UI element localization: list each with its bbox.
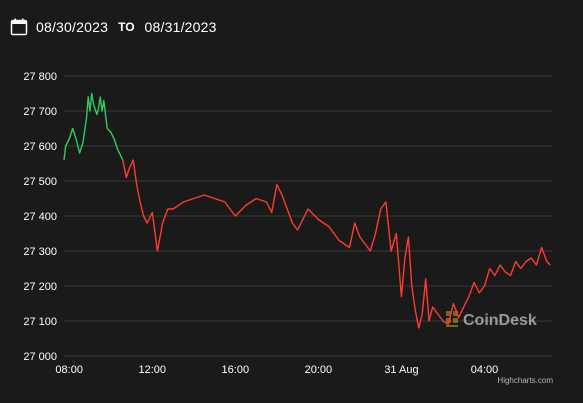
y-tick-label: 27 500 [23,176,57,188]
x-tick-label: 20:00 [305,364,333,376]
coindesk-watermark: CoinDesk [446,311,537,329]
chart-gridlines [64,75,552,357]
to-label: TO [118,20,135,34]
x-tick-label: 04:00 [471,364,499,376]
y-tick-label: 27 400 [23,211,57,223]
end-date-field[interactable]: 08/31/2023 [144,19,217,35]
y-tick-label: 27 100 [23,316,57,328]
y-tick-label: 27 700 [23,106,57,118]
watermark-text: CoinDesk [463,312,537,329]
y-tick-label: 27 300 [23,246,57,258]
highcharts-credits[interactable]: Highcharts.com [497,376,553,385]
price-line-down[interactable] [122,159,551,329]
x-tick-label: 31 Aug [384,364,418,376]
y-axis-labels: 27 000 27 100 27 200 27 300 27 400 27 500 27 6… [23,71,57,363]
x-tick-label: 12:00 [138,364,166,376]
y-tick-label: 27 800 [23,71,57,83]
price-line-up[interactable] [63,92,124,161]
calendar-icon[interactable] [10,18,28,36]
y-tick-label: 27 200 [23,281,57,293]
date-range-selector: 08/30/2023 TO 08/31/2023 [10,16,217,38]
x-tick-label: 08:00 [55,364,83,376]
x-axis-labels: 08:00 12:00 16:00 20:00 31 Aug 04:00 [55,364,498,376]
y-tick-label: 27 600 [23,141,57,153]
start-date-field[interactable]: 08/30/2023 [36,19,109,35]
x-tick-label: 16:00 [222,364,250,376]
y-tick-label: 27 000 [23,351,57,363]
price-series [63,92,551,329]
